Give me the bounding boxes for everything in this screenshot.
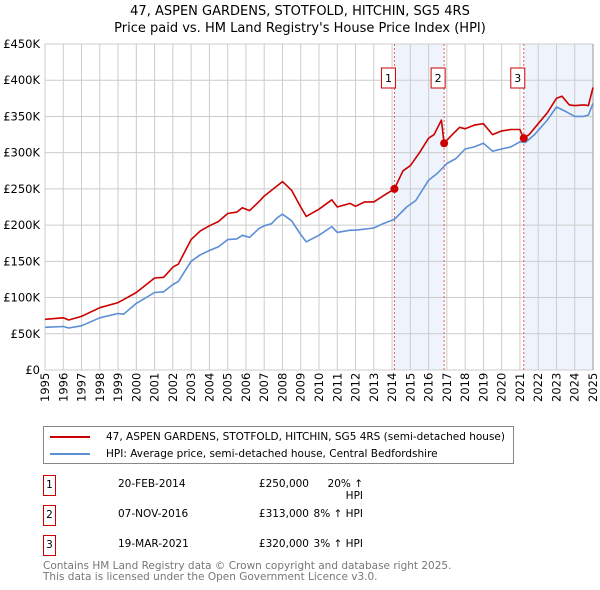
transaction-row: 2 07-NOV-2016 £313,000 8% ↑ HPI bbox=[43, 505, 543, 526]
legend-label-hpi: HPI: Average price, semi-detached house,… bbox=[106, 448, 438, 460]
x-tick-label: 2006 bbox=[239, 373, 253, 402]
price-chart: £0 £50K £100K £150K £200K £250K £300K £350K £400… bbox=[3, 37, 600, 402]
transaction-hpi: 20% ↑ HPI bbox=[327, 478, 363, 502]
x-tick-label: 2020 bbox=[495, 373, 509, 402]
y-tick-label: £450K bbox=[3, 37, 40, 51]
legend-item-property: 47, ASPEN GARDENS, STOTFOLD, HITCHIN, SG… bbox=[50, 430, 505, 444]
transaction-hpi: 3% ↑ HPI bbox=[313, 538, 363, 550]
y-tick-label: £100K bbox=[3, 291, 40, 305]
x-tick-label: 2007 bbox=[257, 373, 271, 402]
x-tick-label: 2024 bbox=[568, 373, 582, 402]
sale-point bbox=[440, 139, 449, 148]
x-tick-label: 2011 bbox=[330, 373, 344, 402]
chart-title: 47, ASPEN GARDENS, STOTFOLD, HITCHIN, SG… bbox=[130, 4, 470, 19]
x-tick-label: 1996 bbox=[56, 373, 70, 402]
footer-licence: This data is licensed under the Open Gov… bbox=[43, 571, 378, 583]
legend: 47, ASPEN GARDENS, STOTFOLD, HITCHIN, SG… bbox=[43, 426, 514, 464]
sale-label-box bbox=[380, 67, 396, 89]
x-tick-label: 1999 bbox=[111, 373, 125, 402]
y-tick-label: £250K bbox=[3, 182, 40, 196]
x-tick-label: 2014 bbox=[385, 373, 399, 402]
x-tick-label: 2015 bbox=[403, 373, 417, 402]
x-tick-label: 2025 bbox=[586, 373, 600, 402]
y-tick-label: £400K bbox=[3, 73, 40, 87]
y-tick-label: £50K bbox=[11, 327, 41, 341]
legend-label-property: 47, ASPEN GARDENS, STOTFOLD, HITCHIN, SG… bbox=[106, 431, 505, 443]
x-tick-label: 2021 bbox=[513, 373, 527, 402]
x-tick-label: 2012 bbox=[349, 373, 363, 402]
transaction-price: £313,000 bbox=[258, 508, 309, 520]
y-tick-label: £350K bbox=[3, 109, 40, 123]
x-tick-label: 2000 bbox=[129, 373, 143, 402]
x-tick-label: 1997 bbox=[75, 373, 89, 402]
x-tick-label: 2017 bbox=[440, 373, 454, 402]
x-tick-label: 2002 bbox=[166, 373, 180, 402]
sale-point bbox=[390, 184, 399, 193]
legend-swatch-red bbox=[50, 436, 90, 438]
transaction-price: £250,000 bbox=[258, 478, 309, 490]
transaction-date: 07-NOV-2016 bbox=[118, 508, 189, 520]
sale-label-box bbox=[430, 67, 446, 89]
x-tick-label: 1998 bbox=[93, 373, 107, 402]
sale-label-box bbox=[510, 67, 526, 89]
footer-copyright: Contains HM Land Registry data © Crown c… bbox=[43, 560, 452, 572]
sale-label: 3 bbox=[514, 72, 521, 85]
x-tick-label: 2018 bbox=[458, 373, 472, 402]
x-tick-label: 2008 bbox=[275, 373, 289, 402]
x-tick-label: 2005 bbox=[221, 373, 235, 402]
hpi-line bbox=[44, 103, 594, 329]
x-tick-label: 2004 bbox=[202, 373, 216, 402]
y-tick-label: £300K bbox=[3, 146, 40, 160]
x-tick-label: 2003 bbox=[184, 373, 198, 402]
x-tick-label: 2022 bbox=[531, 373, 545, 402]
sale-point bbox=[519, 134, 528, 143]
legend-swatch-blue bbox=[50, 453, 90, 455]
transaction-price: £320,000 bbox=[258, 538, 309, 550]
chart-subtitle: Price paid vs. HM Land Registry's House … bbox=[114, 21, 486, 36]
transaction-number: 3 bbox=[43, 535, 56, 556]
transaction-row: 3 19-MAR-2021 £320,000 3% ↑ HPI bbox=[43, 535, 543, 556]
x-tick-label: 2009 bbox=[294, 373, 308, 402]
x-tick-label: 2019 bbox=[476, 373, 490, 402]
y-tick-label: £150K bbox=[3, 254, 40, 268]
x-tick-label: 1995 bbox=[38, 373, 52, 402]
shaded-region bbox=[394, 44, 445, 370]
transaction-number: 2 bbox=[43, 505, 56, 526]
x-tick-label: 2001 bbox=[148, 373, 162, 402]
sale-label: 2 bbox=[435, 72, 442, 85]
transaction-date: 20-FEB-2014 bbox=[118, 478, 186, 490]
x-tick-label: 2013 bbox=[367, 373, 381, 402]
transaction-hpi: 8% ↑ HPI bbox=[313, 508, 363, 520]
y-tick-label: £0 bbox=[25, 363, 40, 377]
transaction-row: 1 20-FEB-2014 £250,000 20% ↑ HPI bbox=[43, 475, 543, 502]
sale-label: 1 bbox=[385, 72, 392, 85]
transaction-number: 1 bbox=[43, 475, 56, 496]
y-tick-label: £200K bbox=[3, 218, 40, 232]
x-tick-label: 2016 bbox=[422, 373, 436, 402]
transaction-date: 19-MAR-2021 bbox=[118, 538, 189, 550]
shaded-region bbox=[523, 44, 593, 370]
legend-item-hpi: HPI: Average price, semi-detached house,… bbox=[50, 447, 438, 461]
x-tick-label: 2023 bbox=[549, 373, 563, 402]
x-tick-label: 2010 bbox=[312, 373, 326, 402]
